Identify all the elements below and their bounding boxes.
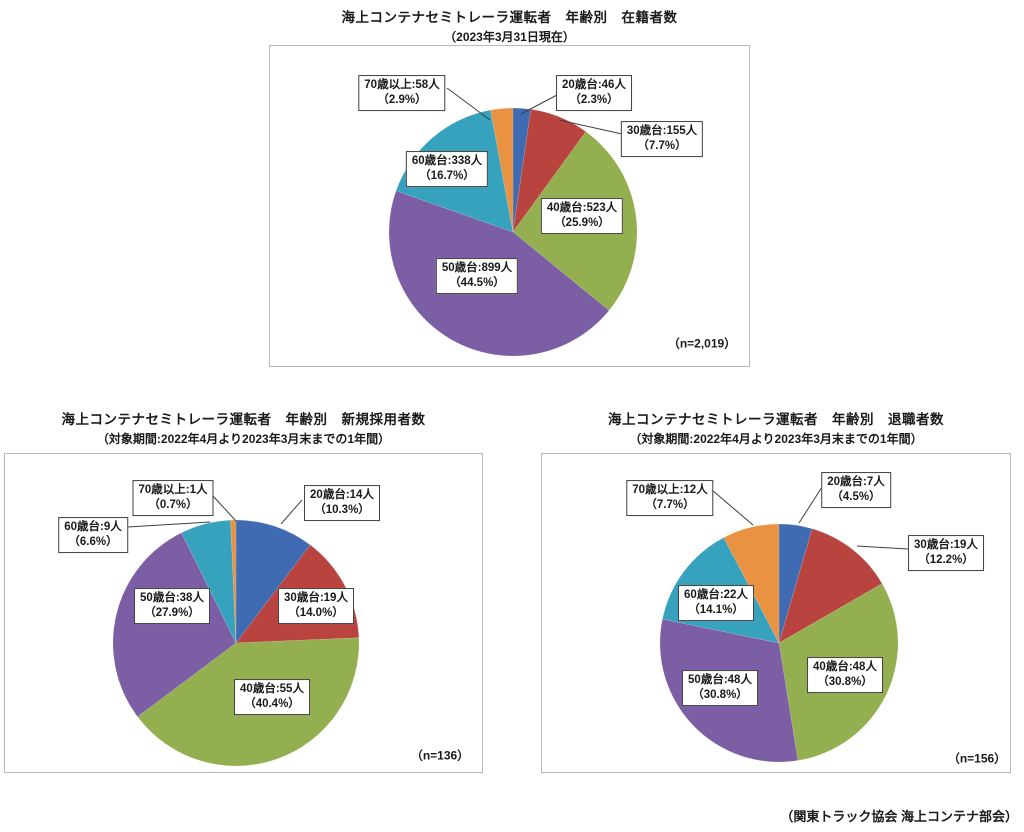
slice-pct-text: （40.4%） bbox=[244, 698, 300, 710]
chart3-title: 海上コンテナセミトレーラ運転者 年齢別 退職者数 bbox=[608, 412, 944, 427]
pie-slice-70歳以上 bbox=[230, 519, 237, 644]
slice-pct-text: （30.8%） bbox=[817, 676, 873, 688]
slice-label-text: 40歳台:523人 bbox=[546, 202, 618, 215]
label-box-60s: 60歳台:9人 （6.6%） bbox=[58, 517, 128, 553]
label-box-40s: 40歳台:523人 （25.9%） bbox=[540, 198, 624, 234]
callout-line bbox=[446, 87, 491, 121]
slice-label-text: 30歳台:155人 bbox=[626, 125, 698, 138]
label-box-20s: 20歳台:14人 （10.3%） bbox=[304, 485, 380, 521]
chart2-title-block: 海上コンテナセミトレーラ運転者 年齢別 新規採用者数 （対象期間:2022年4月… bbox=[4, 408, 483, 447]
label-box-70plus: 70歳以上:12人 （7.7%） bbox=[626, 480, 714, 516]
chart3-subtitle: （対象期間:2022年4月より2023年3月末までの1年間） bbox=[629, 432, 923, 446]
pie-slice-70歳以上 bbox=[490, 107, 514, 233]
slice-label-text: 60歳台:22人 bbox=[684, 589, 748, 602]
chart2-n-label: （n=136） bbox=[410, 748, 470, 763]
callout-line bbox=[212, 495, 237, 522]
slice-label-text: 20歳台:7人 bbox=[827, 476, 885, 489]
label-box-40s: 40歳台:55人 （40.4%） bbox=[234, 679, 310, 715]
slice-pct-text: （2.3%） bbox=[569, 94, 619, 106]
pie-slice-20歳台 bbox=[778, 523, 813, 644]
slice-pct-text: （14.0%） bbox=[288, 607, 344, 619]
slice-label-text: 50歳台:899人 bbox=[441, 262, 513, 275]
slice-pct-text: （12.2%） bbox=[918, 554, 974, 566]
label-box-50s: 50歳台:899人 （44.5%） bbox=[435, 258, 519, 294]
chart-frame-new-hires bbox=[4, 453, 483, 773]
slice-label-text: 30歳台:19人 bbox=[914, 539, 978, 552]
callout-line bbox=[558, 119, 623, 135]
pie-slice-60歳台 bbox=[181, 519, 237, 644]
slice-pct-text: （44.5%） bbox=[449, 277, 505, 289]
label-box-70plus: 70歳以上:1人 （0.7%） bbox=[132, 480, 214, 516]
slice-label-text: 60歳台:338人 bbox=[411, 155, 483, 168]
slice-label-text: 40歳台:55人 bbox=[240, 683, 304, 696]
chart2-subtitle: （対象期間:2022年4月より2023年3月末までの1年間） bbox=[96, 432, 391, 446]
slice-pct-text: （6.6%） bbox=[68, 536, 118, 548]
pie-slice-50歳台 bbox=[112, 532, 237, 718]
chart3-n-label: （n=156） bbox=[947, 751, 1007, 766]
slice-label-text: 70歳以上:1人 bbox=[138, 484, 208, 497]
slice-pct-text: （7.7%） bbox=[637, 140, 687, 152]
label-box-20s: 20歳台:46人 （2.3%） bbox=[556, 75, 632, 111]
callout-line bbox=[856, 545, 909, 550]
label-box-60s: 60歳台:22人 （14.1%） bbox=[678, 585, 754, 621]
callout-line bbox=[798, 486, 823, 524]
label-box-20s: 20歳台:7人 （4.5%） bbox=[821, 472, 891, 508]
slice-pct-text: （7.7%） bbox=[645, 499, 695, 511]
label-box-30s: 30歳台:19人 （14.0%） bbox=[278, 588, 354, 624]
chart1-title-block: 海上コンテナセミトレーラ運転者 年齢別 在籍者数 （2023年3月31日現在） bbox=[269, 6, 750, 45]
slice-label-text: 70歳以上:58人 bbox=[364, 79, 440, 92]
chart1-title: 海上コンテナセミトレーラ運転者 年齢別 在籍者数 bbox=[341, 10, 678, 25]
label-box-50s: 50歳台:38人 （27.9%） bbox=[134, 588, 210, 624]
callout-line bbox=[127, 521, 211, 528]
slice-pct-text: （0.7%） bbox=[148, 499, 198, 511]
label-box-50s: 50歳台:48人 （30.8%） bbox=[682, 670, 758, 706]
slice-pct-text: （30.8%） bbox=[692, 689, 748, 701]
label-box-70plus: 70歳以上:58人 （2.9%） bbox=[358, 75, 446, 111]
label-box-30s: 30歳台:155人 （7.7%） bbox=[620, 121, 704, 157]
pie-slice-30歳台 bbox=[778, 528, 883, 644]
slice-pct-text: （2.9%） bbox=[377, 94, 427, 106]
chart3-title-block: 海上コンテナセミトレーラ運転者 年齢別 退職者数 （対象期間:2022年4月より… bbox=[541, 408, 1011, 447]
slice-pct-text: （4.5%） bbox=[831, 491, 881, 503]
source-attribution: （関東トラック協会 海上コンテナ部会） bbox=[780, 809, 1018, 824]
slice-label-text: 70歳以上:12人 bbox=[632, 484, 708, 497]
slice-label-text: 30歳台:19人 bbox=[284, 592, 348, 605]
callout-line bbox=[280, 499, 303, 525]
chart1-n-label: （n=2,019） bbox=[667, 336, 737, 351]
chart1-subtitle: （2023年3月31日現在） bbox=[444, 30, 575, 44]
slice-label-text: 20歳台:14人 bbox=[310, 489, 374, 502]
pie-slice-20歳台 bbox=[235, 519, 311, 644]
label-box-40s: 40歳台:48人 （30.8%） bbox=[807, 657, 883, 693]
label-box-30s: 30歳台:19人 （12.2%） bbox=[908, 535, 984, 571]
slice-label-text: 60歳台:9人 bbox=[64, 521, 122, 534]
label-box-60s: 60歳台:338人 （16.7%） bbox=[405, 151, 489, 187]
callout-line bbox=[711, 489, 754, 526]
slice-label-text: 20歳台:46人 bbox=[562, 79, 626, 92]
slice-pct-text: （10.3%） bbox=[314, 504, 370, 516]
slice-label-text: 40歳台:48人 bbox=[813, 661, 877, 674]
slice-pct-text: （14.1%） bbox=[688, 604, 744, 616]
chart-frame-retirees bbox=[541, 453, 1011, 773]
slice-label-text: 50歳台:48人 bbox=[688, 674, 752, 687]
chart-frame-enrolled bbox=[269, 45, 750, 367]
slice-pct-text: （16.7%） bbox=[419, 170, 475, 182]
callout-line bbox=[520, 94, 558, 115]
chart2-title: 海上コンテナセミトレーラ運転者 年齢別 新規採用者数 bbox=[61, 412, 426, 427]
pie-slice-70歳以上 bbox=[723, 523, 780, 644]
slice-pct-text: （27.9%） bbox=[144, 607, 200, 619]
slice-label-text: 50歳台:38人 bbox=[140, 592, 204, 605]
slice-pct-text: （25.9%） bbox=[554, 217, 610, 229]
